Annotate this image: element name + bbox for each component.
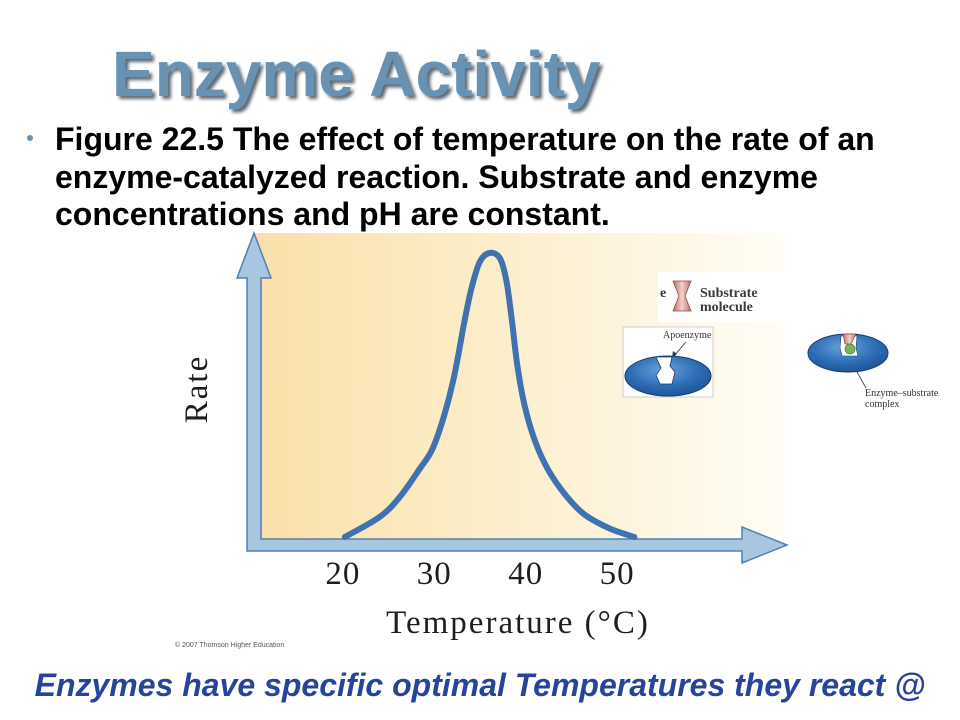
- complex-pointer-line: [856, 371, 867, 389]
- substrate-illustration: e Substrate molecule: [658, 272, 795, 322]
- axes-arrows: [235, 230, 790, 565]
- figure-caption: Figure 22.5 The effect of temperature on…: [55, 121, 875, 234]
- apoenzyme-label: Apoenzyme: [663, 330, 712, 341]
- x-axis-label: Temperature (°C): [386, 605, 650, 641]
- footer-note: Enzymes have specific optimal Temperatur…: [34, 667, 926, 703]
- complex-label-line: Enzyme–substrate: [865, 388, 939, 399]
- x-tick-label: 40: [508, 556, 543, 592]
- y-axis-label: Rate: [179, 355, 215, 423]
- copyright-note: © 2007 Thomson Higher Education: [175, 641, 284, 649]
- x-tick-label: 20: [325, 556, 360, 592]
- x-tick-label: 50: [600, 556, 635, 592]
- x-tick-labels: 20 30 40 50: [325, 556, 635, 592]
- caption-line: Figure 22.5 The effect of temperature on…: [55, 121, 875, 157]
- cropped-label-fragment: e: [660, 286, 666, 301]
- active-site-notch-icon: [655, 356, 676, 385]
- bound-substrate-group-icon: [844, 343, 856, 355]
- rate-curve-line: [341, 249, 638, 540]
- bullet-dot: [27, 135, 33, 141]
- substrate-label-line: Substrate: [700, 286, 758, 301]
- enzyme-substrate-complex-illustration: Enzyme–substrate complex: [807, 333, 939, 410]
- complex-label-line: complex: [865, 399, 899, 410]
- caption-line: enzyme-catalyzed reaction. Substrate and…: [55, 158, 818, 195]
- apoenzyme-illustration: Apoenzyme: [622, 326, 714, 398]
- substrate-molecule-icon: [672, 280, 692, 312]
- substrate-label-line: molecule: [700, 300, 753, 315]
- caption-line: concentrations and pH are constant.: [55, 196, 610, 232]
- x-tick-label: 30: [417, 556, 452, 592]
- slide-title: Enzyme Activity: [112, 38, 601, 110]
